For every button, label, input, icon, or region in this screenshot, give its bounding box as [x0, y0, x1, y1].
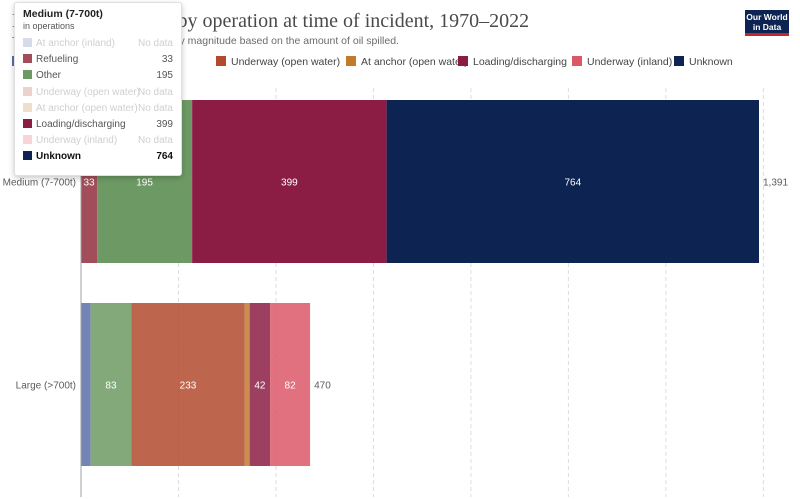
tooltip-row-underway-inland: Underway (inland) No data — [23, 133, 173, 149]
tooltip-series-value: 399 — [156, 118, 173, 130]
bar-value-label: 42 — [254, 381, 266, 392]
legend-swatch — [674, 56, 684, 66]
tooltip-swatch — [23, 102, 32, 112]
legend-label: At anchor (open water) — [361, 56, 468, 68]
tooltip-series-name: Underway (open water) — [36, 86, 140, 98]
legend-item-unknown[interactable]: Unknown — [674, 56, 733, 68]
legend-swatch — [346, 56, 356, 66]
tooltip-series-name: Other — [36, 70, 62, 82]
hover-tooltip: Medium (7-700t) in operations At anchor … — [14, 2, 182, 176]
tooltip-series-value: 195 — [156, 70, 173, 82]
tooltip-row-refueling: Refueling 33 — [23, 52, 173, 68]
tooltip-row-unknown: Unknown 764 — [23, 149, 173, 165]
logo-line-1: Our World — [746, 12, 788, 22]
legend-label: Underway (inland) — [587, 56, 673, 68]
tooltip-swatch — [23, 54, 32, 64]
legend-item-underway-inland[interactable]: Underway (inland) — [572, 56, 672, 68]
legend-label: Loading/discharging — [473, 56, 567, 68]
bar-value-label: 764 — [564, 178, 581, 189]
logo-line-2: in Data — [752, 21, 782, 32]
bar-value-label: 233 — [180, 381, 197, 392]
tooltip-rows: At anchor (inland) No data Refueling 33 Othe… — [23, 36, 173, 166]
legend-item-loading-discharging[interactable]: Loading/discharging — [458, 56, 567, 68]
bar-segment-underway-open-water[interactable] — [131, 303, 245, 466]
bar-value-label: 195 — [136, 178, 153, 189]
tooltip-swatch — [23, 86, 32, 96]
legend-label: Unknown — [689, 56, 733, 68]
tooltip-series-name: At anchor (open water) — [36, 102, 138, 114]
bar-value-label: 82 — [285, 381, 297, 392]
tooltip-row-other: Other 195 — [23, 68, 173, 84]
bar-value-label: 399 — [281, 178, 298, 189]
category-label: Large (>700t) — [16, 381, 76, 392]
legend-item-underway-open-water[interactable]: Underway (open water) — [216, 56, 340, 68]
tooltip-series-value: No data — [137, 102, 173, 114]
tooltip-title: Medium (7-700t) — [23, 8, 103, 20]
bar-total-label: 1,391 — [763, 178, 788, 189]
tooltip-unit: in operations — [23, 21, 75, 31]
tooltip-swatch — [23, 118, 32, 128]
bar-segment-at-anchor-inland[interactable] — [81, 303, 91, 466]
bar-segment-unknown[interactable] — [386, 100, 759, 263]
bar-segment-loading-discharging[interactable] — [192, 100, 387, 263]
legend-item-at-anchor-open-water[interactable]: At anchor (open water) — [346, 56, 468, 68]
tooltip-series-name: At anchor (inland) — [36, 38, 115, 49]
tooltip-row-at-anchor-inland: At anchor (inland) No data — [23, 36, 173, 52]
tooltip-row-at-anchor-open-water: At anchor (open water) No data — [23, 101, 173, 117]
tooltip-swatch — [23, 151, 32, 161]
legend-swatch — [216, 56, 226, 66]
tooltip-swatch — [23, 38, 32, 47]
bar-segment-at-anchor-open-water[interactable] — [244, 303, 250, 466]
owid-logo[interactable]: Our World in Data — [745, 10, 789, 36]
legend-swatch — [572, 56, 582, 66]
bar-segment-loading-discharging[interactable] — [249, 303, 271, 466]
category-label: Medium (7-700t) — [3, 178, 76, 189]
tooltip-series-value: 33 — [161, 54, 173, 66]
bar-segment-underway-inland[interactable] — [270, 303, 311, 466]
tooltip-series-value: 764 — [156, 151, 173, 163]
tooltip-swatch — [23, 70, 32, 80]
legend-swatch — [458, 56, 468, 66]
bar-value-label: 83 — [105, 381, 117, 392]
tooltip-series-name: Underway (inland) — [36, 135, 118, 147]
tooltip-series-name: Refueling — [36, 54, 79, 66]
tooltip-series-value: No data — [137, 86, 173, 98]
tooltip-series-name: Loading/discharging — [36, 118, 126, 130]
tooltip-row-underway-open-water: Underway (open water) No data — [23, 85, 173, 101]
bar-segment-other[interactable] — [90, 303, 132, 466]
legend-label: Underway (open water) — [231, 56, 341, 68]
tooltip-series-name: Unknown — [36, 151, 81, 163]
tooltip-swatch — [23, 135, 32, 145]
bar-total-label: 470 — [314, 381, 331, 392]
tooltip-series-value: No data — [137, 38, 173, 49]
tooltip-row-loading-discharging: Loading/discharging 399 — [23, 117, 173, 133]
bar-value-label: 33 — [83, 178, 95, 189]
tooltip-series-value: No data — [137, 135, 173, 147]
